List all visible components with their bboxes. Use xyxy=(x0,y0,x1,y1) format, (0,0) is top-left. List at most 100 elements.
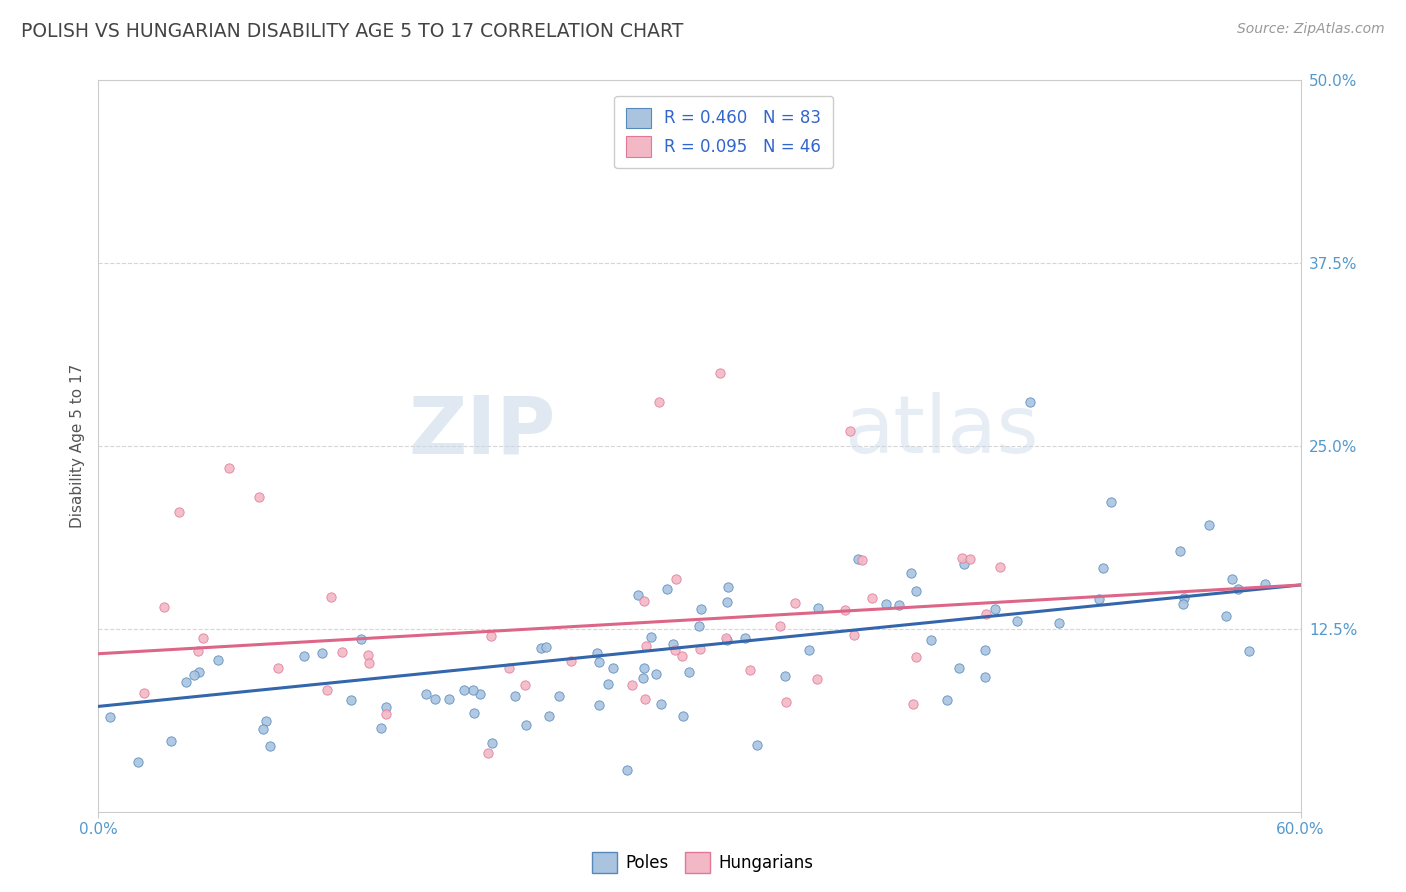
Point xyxy=(806,673,828,687)
Point xyxy=(900,566,922,581)
Point xyxy=(672,708,695,723)
Point xyxy=(292,649,315,664)
Y-axis label: Disability Age 5 to 17: Disability Age 5 to 17 xyxy=(69,364,84,528)
Point xyxy=(714,631,737,645)
Point xyxy=(1198,518,1220,533)
Point xyxy=(616,763,638,777)
Point xyxy=(648,395,671,409)
Point xyxy=(602,661,624,675)
Point xyxy=(588,698,610,713)
Point xyxy=(537,709,560,723)
Point xyxy=(330,644,353,658)
Point xyxy=(259,739,281,753)
Point xyxy=(218,461,240,475)
Point xyxy=(936,692,959,706)
Point xyxy=(973,643,995,657)
Point xyxy=(515,717,537,731)
Point xyxy=(1019,395,1042,409)
Point xyxy=(588,655,610,669)
Point xyxy=(716,632,738,647)
Point xyxy=(640,630,662,644)
Point xyxy=(688,619,710,633)
Point xyxy=(952,558,974,572)
Point xyxy=(838,425,860,439)
Point xyxy=(247,490,270,504)
Point xyxy=(252,723,274,737)
Point xyxy=(988,559,1011,574)
Point xyxy=(1099,495,1122,509)
Point xyxy=(709,366,731,380)
Point xyxy=(846,552,869,566)
Point xyxy=(560,654,582,668)
Point xyxy=(153,600,176,615)
Point xyxy=(644,667,666,681)
Point xyxy=(631,672,654,686)
Point xyxy=(547,689,569,703)
Point xyxy=(1092,560,1115,574)
Point xyxy=(904,650,927,665)
Point xyxy=(176,675,198,690)
Point xyxy=(167,505,190,519)
Point xyxy=(974,607,997,622)
Point xyxy=(530,640,553,655)
Point xyxy=(974,670,997,684)
Point xyxy=(889,598,911,612)
Point xyxy=(319,591,342,605)
Point xyxy=(665,572,688,586)
Point xyxy=(664,643,686,657)
Point xyxy=(453,683,475,698)
Point xyxy=(627,588,650,602)
Point xyxy=(745,738,768,752)
Point xyxy=(479,629,502,643)
Point xyxy=(650,697,672,711)
Point xyxy=(633,594,655,608)
Point xyxy=(357,648,380,662)
Point xyxy=(481,736,503,750)
Point xyxy=(740,663,762,677)
Text: Source: ZipAtlas.com: Source: ZipAtlas.com xyxy=(1237,22,1385,37)
Point xyxy=(127,756,149,770)
Point xyxy=(948,661,970,675)
Point xyxy=(1226,582,1249,596)
Point xyxy=(904,584,927,599)
Point xyxy=(634,639,657,653)
Point xyxy=(359,656,381,670)
Point xyxy=(1253,577,1275,591)
Point xyxy=(734,631,756,645)
Point xyxy=(851,553,873,567)
Point xyxy=(634,691,657,706)
Legend: Poles, Hungarians: Poles, Hungarians xyxy=(585,846,821,880)
Point xyxy=(1047,615,1070,630)
Point xyxy=(585,646,607,660)
Point xyxy=(769,618,792,632)
Point xyxy=(187,665,209,679)
Point xyxy=(134,686,156,700)
Point xyxy=(716,595,738,609)
Point xyxy=(477,746,499,760)
Point xyxy=(1220,572,1243,586)
Point xyxy=(671,649,693,664)
Point xyxy=(678,665,700,680)
Point xyxy=(339,692,361,706)
Point xyxy=(1168,544,1191,558)
Point xyxy=(984,601,1007,615)
Point xyxy=(503,689,526,703)
Point xyxy=(959,552,981,566)
Point xyxy=(98,710,121,724)
Point xyxy=(920,632,942,647)
Point xyxy=(950,550,973,565)
Point xyxy=(1173,591,1195,605)
Point xyxy=(498,661,520,675)
Legend: R = 0.460   N = 83, R = 0.095   N = 46: R = 0.460 N = 83, R = 0.095 N = 46 xyxy=(614,96,832,169)
Point xyxy=(1005,614,1028,628)
Point xyxy=(315,682,337,697)
Point xyxy=(370,721,392,735)
Point xyxy=(375,700,398,714)
Point xyxy=(311,646,333,660)
Point xyxy=(860,591,883,605)
Point xyxy=(901,698,924,712)
Text: atlas: atlas xyxy=(844,392,1038,470)
Point xyxy=(423,692,446,706)
Point xyxy=(1088,591,1111,606)
Point xyxy=(783,597,806,611)
